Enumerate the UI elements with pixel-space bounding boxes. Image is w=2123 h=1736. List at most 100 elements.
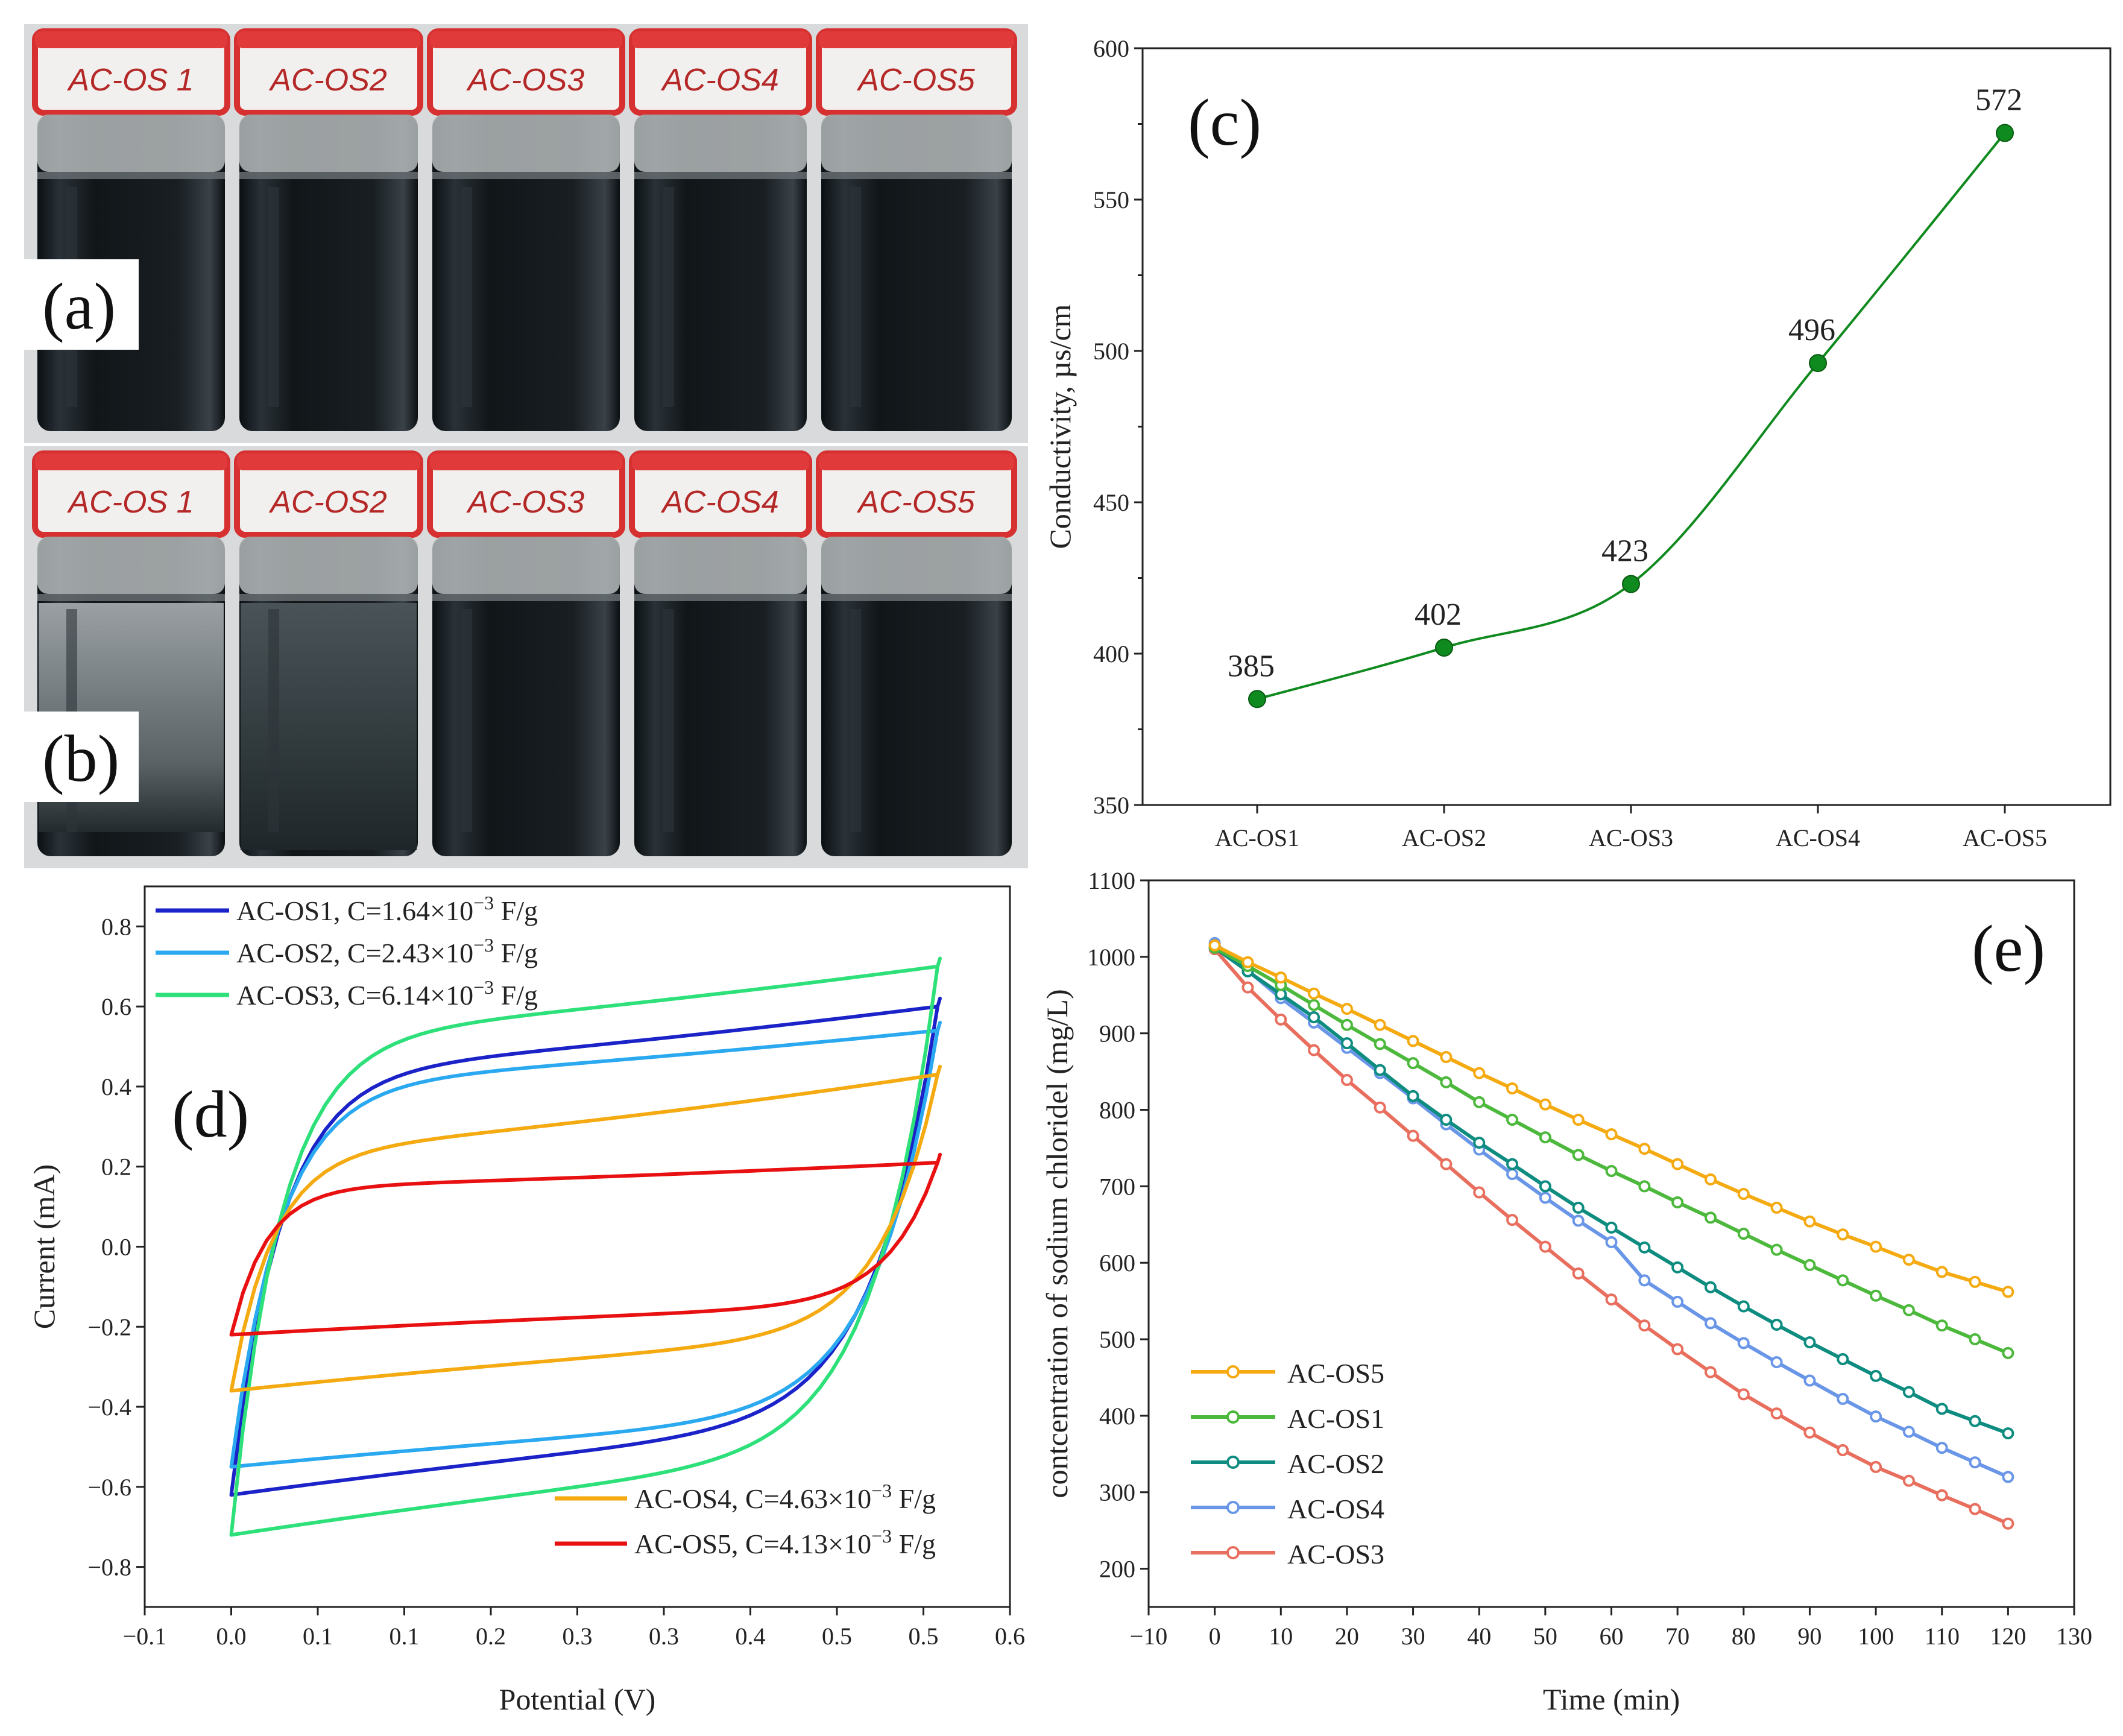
vial-lid-band [237,31,420,48]
x-tick-label: 0 [1209,1623,1221,1650]
data-point [1837,1392,1849,1405]
x-tick-label: 80 [1732,1623,1756,1650]
data-point [1638,1180,1651,1193]
y-axis-label: Current (mA) [27,1164,61,1330]
x-tick-label: 0.5 [909,1623,939,1650]
data-point [1671,1343,1684,1356]
data-point [1473,1137,1486,1149]
vial-body [821,115,1012,431]
data-point [1473,1067,1486,1079]
y-tick-label: 400 [1093,640,1129,668]
vial-lid-band [237,453,420,470]
vial: AC-OS4 [629,28,812,431]
y-tick-label: 900 [1099,1020,1135,1047]
vial-label: AC-OS2 [268,63,387,98]
legend-text: AC-OS3, C=6.14×10−3 F/g [236,976,538,1011]
data-point [1737,1388,1750,1401]
photo-panel-b: AC-OS 1 AC-OS2 AC-OS3 AC-OS4 AC-OS5 (b) [24,446,1028,868]
data-point [2002,1286,2014,1298]
data-point [1374,1101,1386,1114]
y-tick-label: −0.2 [87,1313,131,1340]
vial-meniscus [634,594,807,601]
data-point [1572,1149,1585,1161]
x-tick-label: −10 [1130,1623,1168,1650]
data-point [1275,1013,1287,1026]
panel-label: (e) [1972,912,2045,985]
y-tick-label: 0.0 [101,1234,131,1261]
legend-marker [1226,1546,1240,1559]
x-axis-label: Potential (V) [499,1682,656,1716]
vial-label: AC-OS5 [856,63,976,98]
data-point [1407,1035,1419,1047]
vial-label: AC-OS3 [466,485,585,520]
x-tick-label: 0.4 [736,1623,766,1650]
x-tick-label: 0.5 [822,1623,852,1650]
vial: AC-OS5 [816,450,1017,856]
y-tick-label: 550 [1093,186,1129,213]
vial-body [432,537,620,856]
vial-label: AC-OS 1 [66,63,194,98]
x-tick-label: AC-OS4 [1776,824,1860,851]
vial-foam [239,537,418,594]
series-line-ac-os4 [1213,941,2009,1479]
x-tick-label: 10 [1269,1623,1293,1650]
x-tick-label: 0.0 [216,1623,247,1650]
series-line-conductivity [1257,132,2006,701]
data-point [1837,1444,1849,1456]
data-point [1770,1407,1783,1420]
vial-lid-band [35,453,227,470]
data-point [1605,1165,1618,1177]
data-point [1435,638,1453,657]
y-tick-label: 450 [1093,489,1129,516]
x-tick-label: 120 [1990,1623,2026,1650]
y-tick-label: 0.6 [101,993,131,1020]
vial-meniscus [37,594,225,601]
legend-text: AC-OS5 [1287,1358,1384,1389]
vial-foam [432,537,620,594]
vial-highlight [850,609,861,832]
data-point [1737,1228,1750,1240]
x-tick-label: AC-OS2 [1402,824,1486,851]
legend-text: AC-OS2, C=2.43×10−3 F/g [236,934,538,968]
vial-highlight [268,187,279,407]
y-tick-label: −0.4 [87,1394,131,1421]
panel-label: (c) [1188,86,1261,159]
data-point [1638,1274,1651,1287]
vial-label: AC-OS4 [660,63,779,98]
x-tick-label: 110 [1924,1623,1960,1650]
legend-text: AC-OS4, C=4.63×10−3 F/g [634,1480,936,1514]
data-point [1902,1386,1915,1398]
data-point [1539,1180,1551,1193]
data-point [1969,1456,1981,1469]
data-point [1506,1082,1519,1095]
x-tick-label: AC-OS1 [1215,824,1299,851]
data-point [1935,1489,1948,1501]
series-line-ac-os1 [1214,945,2009,1355]
data-point [1248,690,1266,709]
vial-highlight [663,187,674,407]
cv-loop-ac-os2 [229,1020,942,1469]
legend-text: AC-OS1 [1287,1403,1384,1434]
data-point [1837,1274,1849,1287]
data-point [2002,1517,2014,1530]
data-point [1473,1186,1486,1199]
photo-panel-a: AC-OS 1 AC-OS2 AC-OS3 AC-OS4 AC-OS5 (a) [24,24,1028,443]
x-tick-label: 0.2 [476,1623,506,1650]
data-point [1870,1240,1882,1253]
data-point [1969,1333,1981,1346]
panel-label-box [24,712,139,802]
vial-body [821,537,1012,856]
data-point [1671,1196,1684,1209]
vial-meniscus [821,594,1012,601]
vial-foam [634,115,807,172]
data-point [1506,1168,1519,1181]
data-point [1837,1228,1849,1241]
data-label: 496 [1788,313,1835,347]
data-point [1539,1098,1551,1111]
y-tick-label: 400 [1099,1403,1135,1430]
data-point [1704,1211,1717,1224]
vial-lid-band [430,31,622,48]
data-point [1374,1064,1386,1076]
data-point [1572,1267,1585,1280]
